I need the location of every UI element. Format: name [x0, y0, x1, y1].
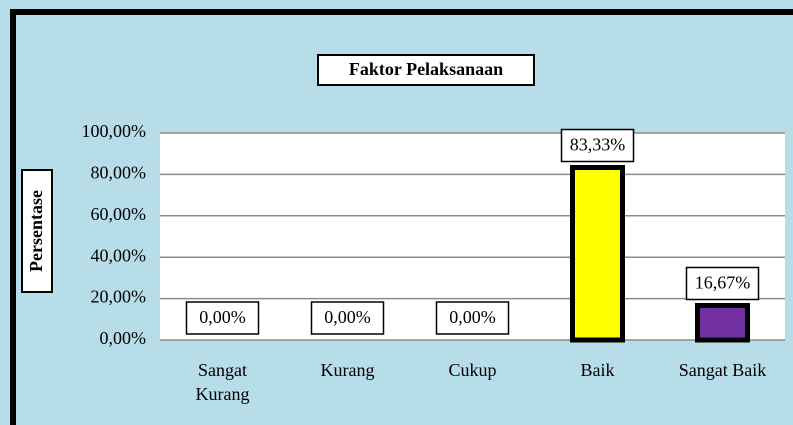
- value-label-box: [685, 266, 760, 301]
- value-label: 0,00%: [199, 307, 246, 327]
- y-tick-label: 0,00%: [100, 328, 147, 348]
- value-label: 83,33%: [570, 135, 626, 155]
- title-box: [317, 54, 535, 86]
- value-label-box: [310, 301, 385, 335]
- x-tick-label: Cukup: [448, 360, 496, 380]
- value-label-box: [185, 301, 260, 335]
- x-tick-label: Sangat Baik: [679, 360, 767, 380]
- y-tick-label: 20,00%: [91, 287, 147, 307]
- y-tick-label: 40,00%: [91, 245, 147, 265]
- x-tick-label: Sangat Kurang: [196, 360, 250, 404]
- bar: [570, 165, 625, 343]
- y-tick-label: 80,00%: [91, 163, 147, 183]
- value-label-box: [560, 128, 635, 163]
- value-label-box: [435, 301, 510, 335]
- value-label: 16,67%: [695, 273, 751, 293]
- value-label: 0,00%: [324, 307, 371, 327]
- x-tick-label: Baik: [581, 360, 615, 380]
- y-axis-label: Persentase: [26, 190, 46, 272]
- y-tick-label: 60,00%: [91, 204, 147, 224]
- x-tick-label: Kurang: [321, 360, 375, 380]
- chart-title: Faktor Pelaksanaan: [349, 59, 503, 79]
- bar: [695, 302, 750, 343]
- y-label-box: [21, 169, 53, 293]
- value-label: 0,00%: [449, 307, 496, 327]
- y-tick-label: 100,00%: [82, 121, 147, 141]
